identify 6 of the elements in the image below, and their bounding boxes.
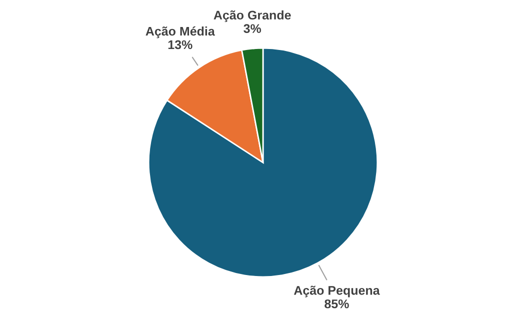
data-label: 13% (168, 40, 192, 50)
data-label: 3% (244, 24, 262, 34)
slice-label: Ação Média (146, 26, 215, 38)
slice-label: Ação Grande (214, 10, 291, 22)
data-label: 85% (324, 299, 349, 308)
slice-label: Ação Pequena (294, 286, 380, 298)
